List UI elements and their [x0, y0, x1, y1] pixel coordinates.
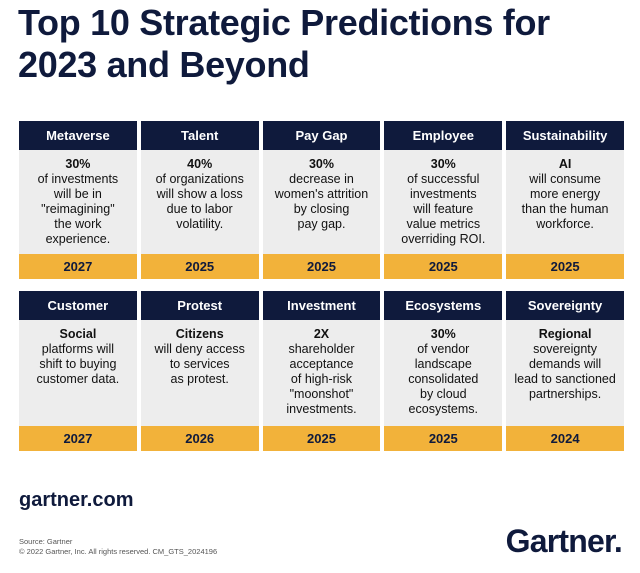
card-body: 30% decrease in women's attrition by clo… [262, 150, 381, 254]
prediction-card-employee: Employee 30% of successful investments w… [384, 121, 503, 279]
card-text: of successful investments will feature v… [401, 172, 486, 246]
card-year: 2025 [506, 254, 624, 279]
card-header: Ecosystems [384, 291, 503, 320]
prediction-card-ecosystems: Ecosystems 30% of vendor landscape conso… [384, 291, 503, 451]
card-lead: 30% [430, 157, 456, 171]
card-body: Social platforms will shift to buying cu… [19, 320, 137, 426]
card-body: 2X shareholder acceptance of high-risk "… [262, 320, 381, 426]
prediction-card-investment: Investment 2X shareholder acceptance of … [262, 291, 381, 451]
card-year: 2026 [140, 426, 259, 451]
card-text: shareholder acceptance of high-risk "moo… [286, 342, 357, 416]
card-lead: Regional [538, 327, 592, 341]
page-title: Top 10 Strategic Predictions for 2023 an… [18, 2, 550, 85]
prediction-card-sustainability: Sustainability AI will consume more ener… [506, 121, 624, 279]
card-header: Employee [384, 121, 503, 150]
card-year: 2024 [506, 426, 624, 451]
card-header: Talent [140, 121, 259, 150]
prediction-card-protest: Protest Citizens will deny access to ser… [140, 291, 259, 451]
card-text: will consume more energy than the human … [521, 172, 609, 231]
card-text: of investments will be in "reimagining" … [37, 172, 119, 246]
card-lead: Social [59, 327, 97, 341]
card-lead: 30% [430, 327, 456, 341]
prediction-card-sovereignty: Sovereignty Regional sovereignty demands… [506, 291, 624, 451]
card-year: 2025 [262, 426, 381, 451]
card-text: sovereignty demands will lead to sanctio… [514, 342, 616, 401]
predictions-row: Customer Social platforms will shift to … [19, 291, 624, 451]
prediction-card-metaverse: Metaverse 30% of investments will be in … [19, 121, 137, 279]
card-text: decrease in women's attrition by closing… [274, 172, 369, 231]
card-header: Sovereignty [506, 291, 624, 320]
card-year: 2027 [19, 254, 137, 279]
card-header: Sustainability [506, 121, 624, 150]
card-year: 2025 [384, 254, 503, 279]
card-header: Protest [140, 291, 259, 320]
copyright-line: © 2022 Gartner, Inc. All rights reserved… [19, 547, 218, 556]
card-header: Pay Gap [262, 121, 381, 150]
card-lead: 2X [313, 327, 330, 341]
card-year: 2027 [19, 426, 137, 451]
card-body: Regional sovereignty demands will lead t… [506, 320, 624, 426]
card-text: of organizations will show a loss due to… [155, 172, 244, 231]
website-link[interactable]: gartner.com [19, 489, 134, 511]
card-header: Metaverse [19, 121, 137, 150]
card-body: 30% of vendor landscape consolidated by … [384, 320, 503, 426]
card-text: of vendor landscape consolidated by clou… [408, 342, 479, 416]
card-year: 2025 [384, 426, 503, 451]
card-lead: 30% [65, 157, 91, 171]
predictions-grid: Metaverse 30% of investments will be in … [19, 121, 624, 451]
card-year: 2025 [262, 254, 381, 279]
gartner-logo: Gartner. [505, 523, 623, 559]
source-note: Source: Gartner © 2022 Gartner, Inc. All… [19, 537, 217, 557]
card-text: will deny access to services as protest. [154, 342, 245, 386]
card-header: Investment [262, 291, 381, 320]
card-lead: 30% [308, 157, 334, 171]
prediction-card-talent: Talent 40% of organizations will show a … [140, 121, 259, 279]
card-body: 30% of investments will be in "reimagini… [19, 150, 137, 254]
card-year: 2025 [140, 254, 259, 279]
card-lead: 40% [187, 157, 213, 171]
card-body: Citizens will deny access to services as… [140, 320, 259, 426]
card-lead: AI [558, 157, 572, 171]
predictions-row: Metaverse 30% of investments will be in … [19, 121, 624, 279]
source-line: Source: Gartner [19, 537, 73, 546]
card-lead: Citizens [175, 327, 224, 341]
card-body: AI will consume more energy than the hum… [506, 150, 624, 254]
prediction-card-customer: Customer Social platforms will shift to … [19, 291, 137, 451]
card-header: Customer [19, 291, 137, 320]
card-body: 30% of successful investments will featu… [384, 150, 503, 254]
card-text: platforms will shift to buying customer … [36, 342, 120, 386]
prediction-card-pay-gap: Pay Gap 30% decrease in women's attritio… [262, 121, 381, 279]
card-body: 40% of organizations will show a loss du… [140, 150, 259, 254]
